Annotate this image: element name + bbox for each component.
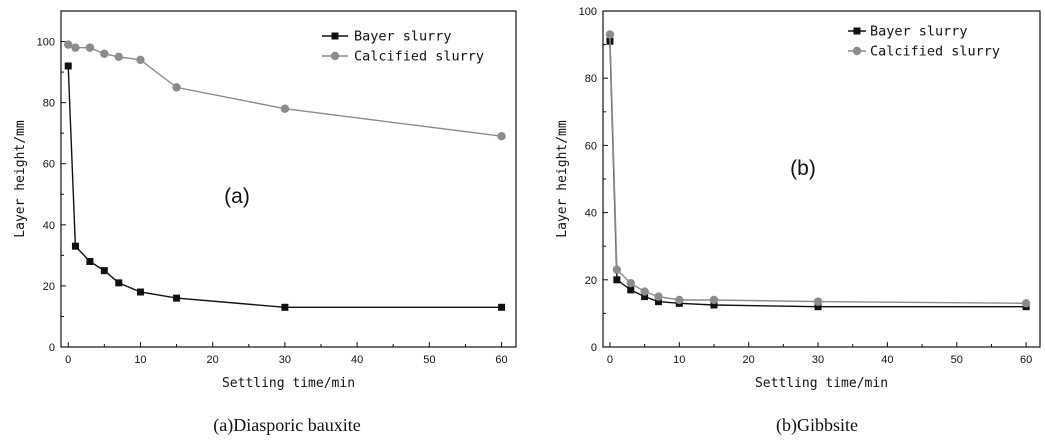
- y-tick-label: 100: [37, 37, 55, 49]
- data-point-circle: [136, 55, 145, 65]
- y-tick-label: 40: [43, 220, 55, 232]
- chart-panel-b: 0 10 20 30 40 50 60 0 20 40 60 80 100 Settling time/m…: [555, 6, 1041, 436]
- series-line-bayer: [609, 41, 1027, 308]
- data-point-circle: [675, 295, 684, 305]
- data-point-square: [641, 293, 649, 301]
- legend-label: Calcified slurry: [870, 44, 1000, 60]
- data-point-square: [115, 279, 123, 287]
- plot-frame: [602, 10, 1041, 348]
- data-point-square: [71, 242, 79, 250]
- data-point-circle: [612, 265, 622, 274]
- data-point-square: [100, 267, 108, 275]
- data-point-circle: [1021, 299, 1031, 308]
- data-point-circle: [64, 40, 73, 49]
- data-point-circle: [114, 52, 123, 62]
- x-tick-label: 0: [65, 354, 71, 366]
- x-tick-label: 60: [495, 354, 507, 366]
- x-tick-label: 0: [607, 354, 613, 366]
- figure-caption: (a)Diasporic bauxite: [213, 415, 360, 436]
- x-axis-title: Settling time/min: [755, 376, 888, 391]
- data-point-square: [814, 303, 822, 311]
- data-point-circle: [626, 278, 635, 288]
- data-point-circle: [640, 287, 649, 296]
- x-tick-label: 10: [134, 354, 146, 366]
- y-tick-label: 0: [49, 342, 55, 354]
- data-point-square: [710, 301, 718, 309]
- data-point-square: [281, 303, 289, 311]
- x-tick-label: 20: [743, 354, 755, 366]
- panel-label: (a): [224, 185, 250, 208]
- legend-marker-square: [853, 27, 861, 35]
- y-tick-label: 80: [585, 73, 597, 85]
- data-point-circle: [654, 292, 663, 301]
- chart-panel-a: 0 10 20 30 40 50 60 0 20 40 60 80 100 Settling time/m…: [13, 10, 517, 436]
- data-point-square: [64, 62, 72, 70]
- x-axis-title: Settling time/min: [222, 376, 355, 391]
- x-tick-label: 40: [881, 354, 893, 366]
- y-axis-title: Layer height/mm: [13, 120, 28, 238]
- data-point-square: [86, 257, 94, 265]
- data-point-circle: [100, 49, 109, 58]
- y-tick-label: 80: [43, 98, 55, 110]
- plot-frame: [60, 10, 517, 348]
- y-tick-label: 20: [585, 275, 597, 287]
- y-tick-label: 60: [43, 159, 55, 171]
- x-tick-label: 60: [1020, 354, 1032, 366]
- x-tick-label: 10: [673, 354, 685, 366]
- data-point-square: [173, 294, 181, 302]
- x-tick-label: 50: [951, 354, 963, 366]
- legend-label: Bayer slurry: [354, 29, 452, 45]
- legend-label: Calcified slurry: [354, 49, 484, 65]
- y-tick-label: 40: [585, 208, 597, 220]
- figure-caption: (b)Gibbsite: [776, 415, 858, 436]
- legend-marker-circle: [330, 51, 340, 61]
- x-tick-label: 30: [812, 354, 824, 366]
- series-line-calcified: [609, 34, 1027, 304]
- panel-label: (b): [790, 157, 816, 180]
- x-tick-label: 50: [423, 354, 435, 366]
- y-tick-label: 60: [585, 140, 597, 152]
- y-tick-label: 100: [579, 6, 597, 18]
- legend-marker-circle: [852, 46, 862, 56]
- y-axis-title: Layer height/mm: [555, 120, 570, 238]
- data-point-circle: [709, 295, 719, 305]
- data-point-circle: [605, 30, 615, 39]
- data-point-circle: [71, 43, 80, 52]
- data-point-circle: [813, 297, 823, 306]
- data-point-square: [613, 276, 621, 284]
- data-point-square: [654, 298, 662, 306]
- data-point-square: [136, 288, 144, 296]
- y-tick-label: 0: [591, 342, 597, 354]
- data-point-circle: [497, 132, 506, 141]
- data-point-circle: [280, 104, 290, 113]
- data-point-square: [627, 286, 635, 294]
- legend-marker-square: [331, 32, 339, 40]
- x-tick-label: 20: [207, 354, 219, 366]
- legend-label: Bayer slurry: [870, 24, 968, 40]
- y-tick-label: 20: [43, 281, 55, 293]
- x-tick-label: 30: [279, 354, 291, 366]
- series-line-bayer: [67, 65, 502, 308]
- data-point-square: [498, 303, 506, 311]
- data-point-circle: [85, 43, 95, 52]
- data-point-circle: [172, 83, 181, 92]
- x-tick-label: 40: [351, 354, 363, 366]
